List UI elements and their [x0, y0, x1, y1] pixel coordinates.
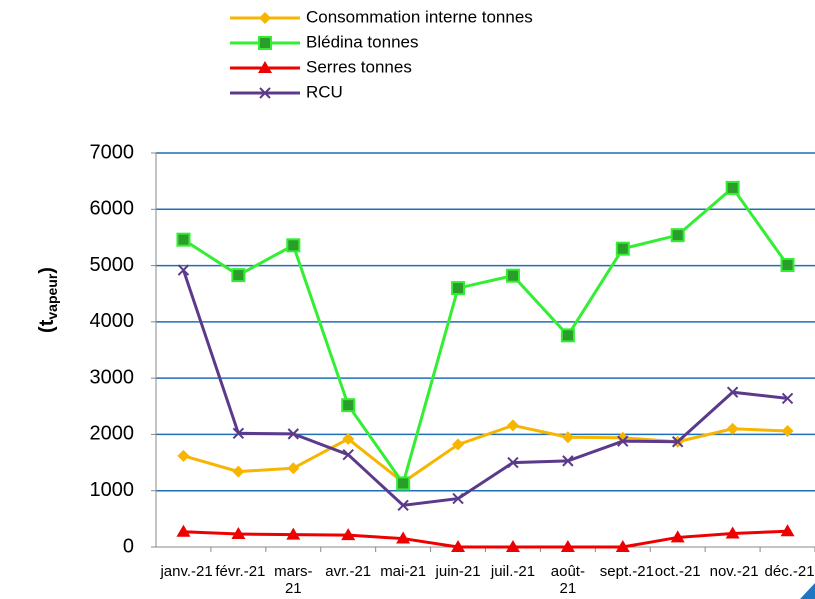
marker	[507, 456, 519, 469]
y-tick-label: 1000	[90, 479, 135, 501]
x-tick-label: déc.-21	[764, 563, 815, 580]
x-tick-label: avr.-21	[325, 563, 372, 580]
marker	[177, 264, 190, 276]
series-line	[183, 529, 788, 549]
marker	[725, 526, 740, 539]
x-tick-label: juin-21	[435, 563, 481, 580]
marker	[726, 386, 739, 398]
legend-label: Serres tonnes	[306, 57, 412, 76]
marker	[232, 427, 245, 440]
marker	[232, 465, 245, 478]
marker	[286, 527, 301, 540]
series-line	[183, 423, 788, 485]
marker	[286, 238, 301, 253]
marker	[177, 449, 190, 462]
marker	[342, 432, 355, 445]
marker	[259, 87, 271, 99]
y-label-sub: vapeur	[44, 273, 60, 319]
x-tick-label: sept.-21	[599, 563, 654, 580]
marker	[231, 268, 246, 283]
legend-label: RCU	[306, 82, 343, 101]
marker	[725, 180, 740, 195]
y-tick-label: 5000	[90, 254, 135, 276]
marker	[231, 527, 246, 540]
marker	[258, 61, 272, 73]
marker	[615, 540, 630, 552]
y-label-main: (t	[36, 319, 58, 333]
marker	[259, 12, 271, 24]
marker	[452, 438, 465, 451]
x-tick-label: juil.-21	[490, 563, 536, 580]
marker	[780, 524, 795, 537]
y-tick-label: 2000	[90, 423, 135, 445]
y-tick-label: 0	[123, 535, 134, 557]
y-tick-label: 7000	[90, 141, 135, 163]
legend-label: Blédina tonnes	[306, 32, 418, 51]
x-tick-label: mars-21	[274, 563, 313, 597]
series-line	[182, 269, 788, 507]
x-tick-label: janv.-21	[160, 563, 213, 580]
y-axis-label: (tvapeur)	[36, 267, 59, 333]
marker	[258, 36, 272, 50]
marker	[176, 524, 191, 537]
x-tick-label: oct.-21	[654, 563, 701, 580]
series-line	[182, 185, 789, 487]
marker	[506, 419, 519, 432]
marker	[397, 499, 409, 512]
marker	[617, 435, 629, 447]
marker	[615, 241, 630, 256]
marker	[452, 492, 464, 505]
marker	[560, 328, 575, 343]
marker	[505, 540, 520, 552]
marker	[287, 462, 300, 475]
x-tick-label: févr.-21	[215, 563, 266, 580]
y-label-end: )	[36, 267, 58, 274]
marker	[396, 476, 411, 491]
marker	[562, 455, 574, 467]
y-tick-label: 6000	[90, 198, 135, 220]
marker	[561, 431, 574, 444]
marker	[780, 258, 795, 273]
marker	[726, 422, 739, 435]
y-tick-label: 3000	[90, 366, 135, 388]
marker	[781, 425, 794, 438]
marker	[396, 531, 411, 544]
marker	[451, 540, 466, 552]
marker	[287, 428, 299, 440]
marker	[781, 392, 794, 405]
marker	[670, 228, 685, 243]
corner-decoration	[800, 583, 815, 599]
marker	[341, 398, 356, 413]
marker	[342, 448, 354, 461]
marker	[670, 530, 685, 543]
marker	[451, 281, 466, 296]
marker	[176, 232, 191, 247]
marker	[341, 528, 356, 541]
x-tick-label: août-21	[550, 563, 585, 597]
marker	[560, 540, 575, 552]
x-tick-label: nov.-21	[709, 563, 759, 580]
legend-label: Consommation interne tonnes	[306, 7, 533, 26]
y-tick-label: 4000	[90, 310, 135, 332]
marker	[505, 268, 520, 283]
marker	[672, 436, 684, 448]
x-tick-label: mai-21	[380, 563, 427, 580]
